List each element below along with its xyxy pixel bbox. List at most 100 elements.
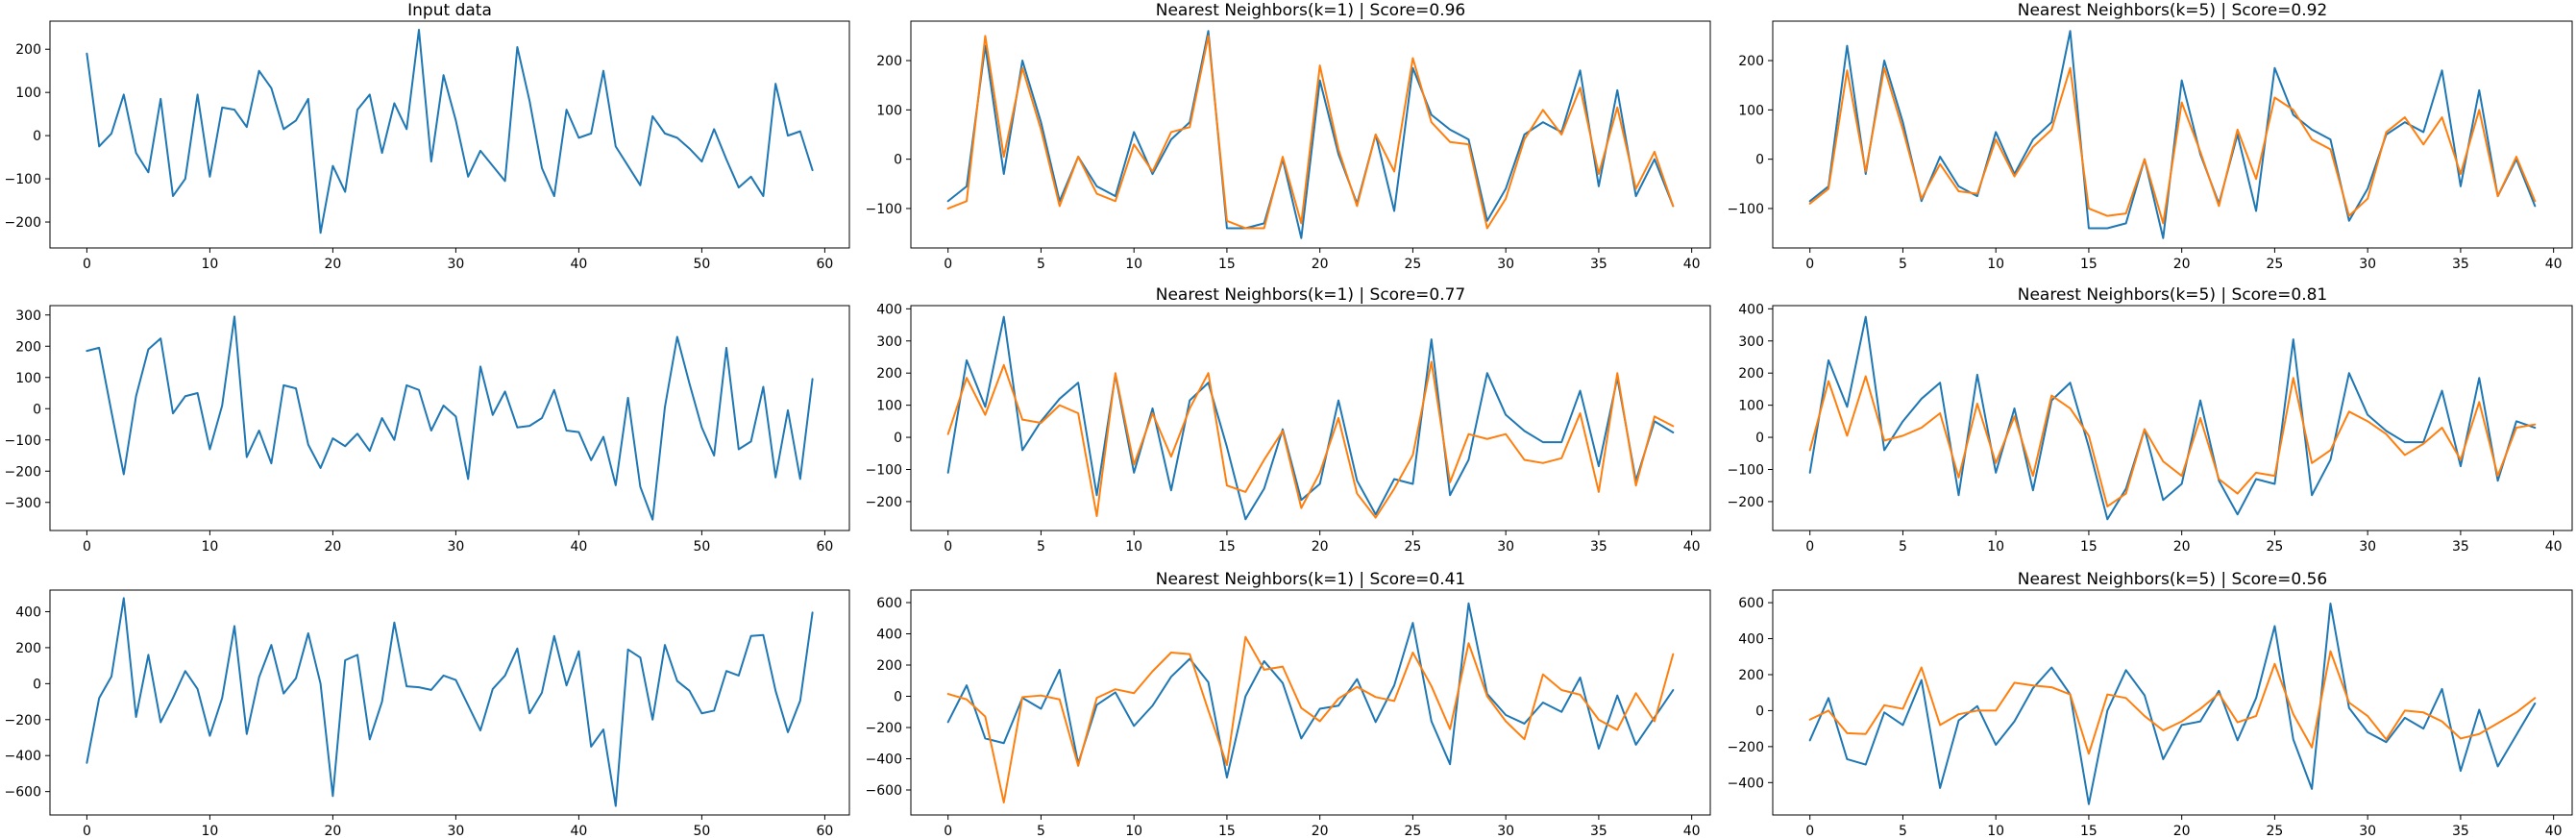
axes-frame	[910, 589, 1711, 816]
x-tick-label: 35	[1590, 539, 1607, 555]
x-tick-label: 15	[2080, 257, 2098, 272]
x-tick-label: 5	[1899, 539, 1907, 555]
axes-frame	[1772, 589, 2573, 816]
x-tick-label: 5	[1899, 824, 1907, 839]
y-tick-label: 200	[1738, 366, 1764, 382]
x-tick-label: 20	[2173, 257, 2191, 272]
series-line-1	[1808, 30, 2537, 239]
y-tick-label: 400	[1738, 302, 1764, 317]
chart-panel-7: 0 10 20 30 40 50 60 −600 −400 −200 0 200 400	[5, 589, 850, 839]
axes-frame	[1772, 20, 2573, 249]
y-tick-label: 400	[876, 628, 902, 643]
x-tick-label: 20	[324, 539, 341, 555]
y-tick-label: 0	[894, 690, 902, 705]
x-tick-label: 40	[1683, 539, 1701, 555]
chart-panel-8: 0 5 10 15 20 25 30 35 40 −600 −400 −200 0 200 400 600 Ne…	[866, 570, 1711, 839]
y-tick-label: 400	[15, 605, 41, 620]
x-tick-label: 20	[2173, 539, 2191, 555]
chart-panel-2: 0 5 10 15 20 25 30 35 40 −100 0 100 200 Nearest Neigh…	[866, 1, 1711, 272]
y-tick-label: −600	[5, 785, 41, 801]
y-tick-label: 0	[1755, 153, 1764, 168]
x-tick-label: 30	[447, 539, 464, 555]
y-tick-label: 200	[876, 658, 902, 674]
y-tick-label: −100	[5, 172, 41, 187]
series-line-1	[86, 315, 814, 521]
y-tick-label: −200	[1728, 740, 1764, 755]
y-tick-label: 0	[33, 402, 41, 417]
series-line-1	[1808, 603, 2537, 805]
y-tick-label: 100	[15, 86, 41, 101]
y-tick-label: 100	[15, 371, 41, 386]
series-line-1	[1808, 315, 2537, 521]
y-tick-label: −200	[5, 713, 41, 728]
y-tick-label: 0	[33, 677, 41, 692]
chart-title: Nearest Neighbors(k=1) | Score=0.96	[1156, 1, 1466, 20]
x-tick-label: 25	[1405, 539, 1422, 555]
x-tick-label: 25	[2267, 824, 2284, 839]
x-tick-label: 10	[201, 257, 218, 272]
y-tick-label: 600	[1738, 596, 1764, 611]
chart-title: Input data	[407, 1, 492, 20]
axes-frame	[910, 20, 1711, 249]
x-tick-label: 0	[944, 539, 952, 555]
chart-panel-6: 0 5 10 15 20 25 30 35 40 −200 −100 0 100 200 300 400 Nea…	[1728, 285, 2573, 555]
y-tick-label: 0	[894, 431, 902, 446]
axes-frame	[49, 589, 850, 816]
series-line-2	[1808, 375, 2537, 507]
y-tick-label: −300	[5, 496, 41, 511]
chart-panel-1: 0 10 20 30 40 50 60 −200 −100 0 100 200 Input data	[5, 1, 850, 272]
series-line-1	[86, 597, 814, 807]
x-tick-label: 25	[1405, 824, 1422, 839]
chart-panel-3: 0 5 10 15 20 25 30 35 40 −100 0 100 200 Nearest Neigh…	[1728, 1, 2573, 272]
y-tick-label: 200	[15, 339, 41, 355]
y-tick-label: 0	[1755, 703, 1764, 719]
x-tick-label: 30	[447, 257, 464, 272]
chart-title: Nearest Neighbors(k=5) | Score=0.92	[2018, 1, 2328, 20]
x-tick-label: 15	[1218, 824, 1236, 839]
x-tick-label: 10	[201, 539, 218, 555]
x-tick-label: 35	[2452, 824, 2469, 839]
x-tick-label: 10	[1125, 257, 1142, 272]
y-tick-label: 200	[1738, 668, 1764, 683]
x-tick-label: 20	[324, 824, 341, 839]
x-tick-label: 20	[324, 257, 341, 272]
series-line-1	[86, 28, 814, 234]
x-tick-label: 10	[201, 824, 218, 839]
y-tick-label: 100	[876, 103, 902, 118]
axes-frame	[910, 305, 1711, 531]
y-tick-label: 400	[1738, 632, 1764, 648]
x-tick-label: 40	[2545, 824, 2563, 839]
axes-frame	[49, 20, 850, 249]
x-tick-label: 35	[2452, 539, 2469, 555]
x-tick-label: 30	[2359, 257, 2376, 272]
x-tick-label: 0	[1805, 257, 1814, 272]
y-tick-label: 600	[876, 596, 902, 611]
y-tick-label: 200	[876, 54, 902, 69]
series-line-1	[946, 602, 1675, 778]
x-tick-label: 35	[1590, 824, 1607, 839]
x-tick-label: 40	[2545, 539, 2563, 555]
x-tick-label: 15	[1218, 257, 1236, 272]
y-tick-label: −400	[5, 749, 41, 764]
x-tick-label: 40	[570, 539, 587, 555]
y-tick-label: 300	[1738, 334, 1764, 350]
series-line-2	[946, 35, 1675, 230]
y-tick-label: 0	[894, 153, 902, 168]
x-tick-label: 30	[1497, 257, 1514, 272]
y-tick-label: −100	[1728, 202, 1764, 217]
x-tick-label: 5	[1037, 539, 1045, 555]
x-tick-label: 5	[1899, 257, 1907, 272]
x-tick-label: 10	[1125, 539, 1142, 555]
y-tick-label: 0	[1755, 431, 1764, 446]
y-tick-label: 200	[1738, 54, 1764, 69]
y-tick-label: −100	[866, 462, 902, 478]
x-tick-label: 30	[2359, 539, 2376, 555]
x-tick-label: 25	[1405, 257, 1422, 272]
chart-title: Nearest Neighbors(k=5) | Score=0.81	[2018, 285, 2328, 305]
x-tick-label: 30	[447, 824, 464, 839]
y-tick-label: −400	[1728, 776, 1764, 791]
x-tick-label: 50	[693, 824, 710, 839]
axes-frame	[49, 305, 850, 531]
series-line-2	[1808, 650, 2537, 755]
x-tick-label: 5	[1037, 824, 1045, 839]
